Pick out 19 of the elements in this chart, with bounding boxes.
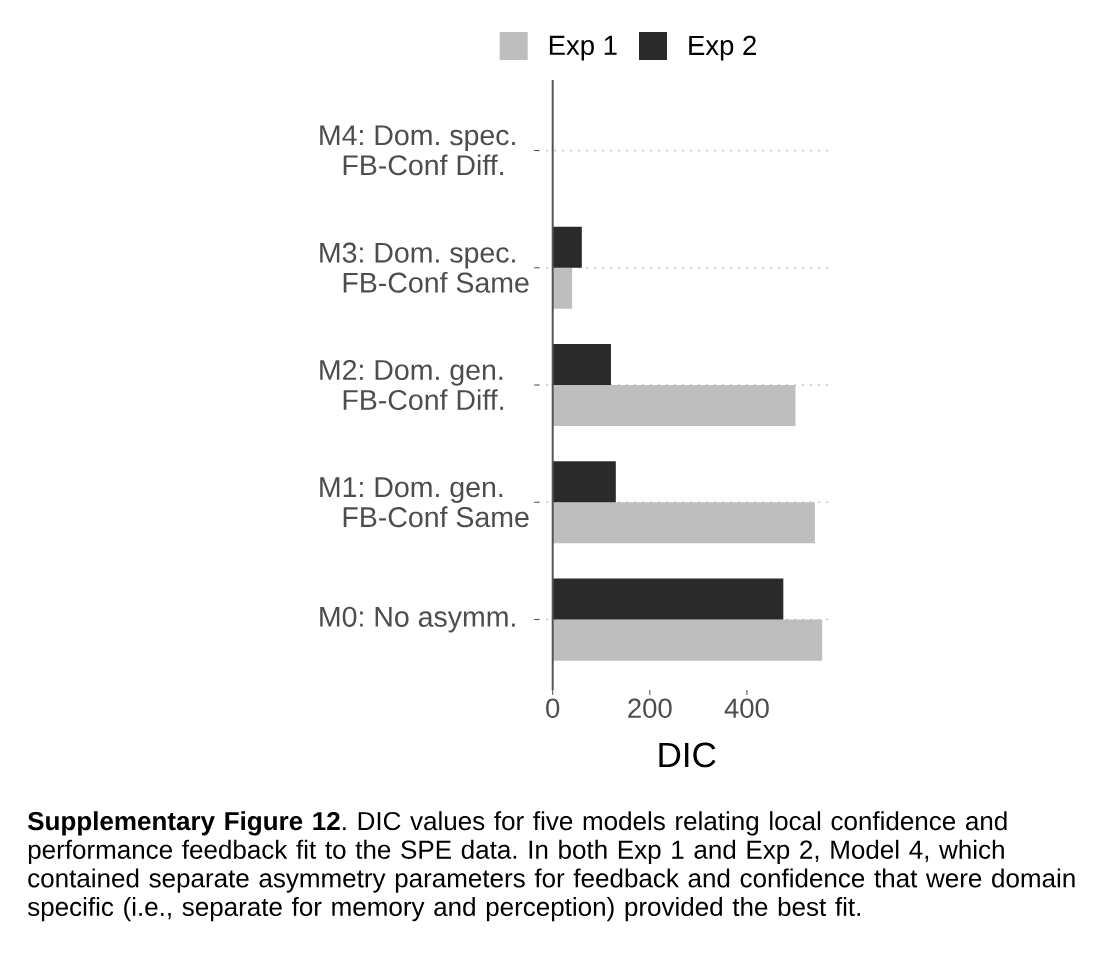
y-tick-label: M1: Dom. gen. FB-Conf Same <box>320 477 529 528</box>
x-axis-title: DIC <box>659 742 716 768</box>
bar <box>552 578 784 620</box>
y-tick-label: M4: Dom. spec. FB-Conf Diff. <box>320 125 515 176</box>
bar <box>552 343 611 385</box>
y-tick-label: M2: Dom. gen. FB-Conf Diff. <box>320 359 503 411</box>
bar <box>552 267 573 309</box>
legend-label: Exp 2 <box>689 35 756 61</box>
y-tick-label: M0: No asymm. <box>320 606 515 633</box>
bar <box>552 461 616 503</box>
bar <box>552 385 796 427</box>
bar <box>552 226 582 268</box>
legend-label: Exp 1 <box>549 35 617 61</box>
x-tick-label: 0 <box>546 698 560 719</box>
x-tick-label: 200 <box>628 698 672 719</box>
bar <box>552 502 815 544</box>
y-tick-label: M3: Dom. spec. FB-Conf Same <box>320 242 529 293</box>
text: Supplementary Figure 12. DIC values for five models relating local confidence and performance feedback fit to the SPE data. In both Exp 1 and Exp 2, Model 4, which contained separate asymmetry parameters for feedback and confidence that were domain specific (i.e., separate for memory and perception) provided the best fit. <box>27 811 1075 922</box>
x-tick-label: 400 <box>724 698 769 719</box>
